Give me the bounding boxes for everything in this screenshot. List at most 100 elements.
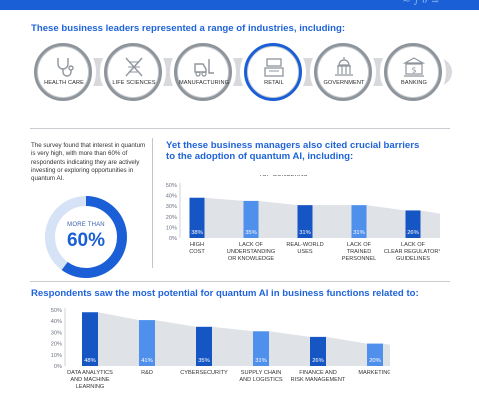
forklift-icon (194, 59, 214, 77)
category-label: LACK OF (347, 242, 372, 248)
bar-shadow (155, 320, 196, 366)
functions-title: Respondents saw the most potential for q… (31, 288, 419, 299)
survey-text: The survey found that interest in quantu… (31, 142, 146, 183)
bar-shadow (312, 205, 352, 238)
bar-shadow (420, 210, 440, 238)
bar (310, 336, 326, 366)
bar-value-label: 41% (141, 358, 153, 364)
capitol-dome-icon (335, 57, 353, 76)
industry-life-sciences: LIFE SCIENCES (100, 39, 166, 105)
industries-row: HEALTH CARE LIFE SCIENCES MANUFACTURING (30, 39, 460, 119)
bar-value-label: 48% (84, 358, 96, 364)
category-label: LACK OF (401, 242, 426, 248)
dna-icon (125, 57, 143, 77)
bar-value-label: 26% (407, 230, 419, 236)
barriers-title-line2: to the adoption of quantum AI, including… (166, 151, 354, 163)
category-label: GUIDELINES (396, 256, 430, 262)
bar-shadow (258, 200, 298, 238)
bar-value-label: 26% (312, 358, 324, 364)
category-label: USES (297, 249, 313, 255)
industry-health-care-disc: HEALTH CARE (37, 46, 89, 98)
bar (82, 312, 98, 366)
top-concerns-chart: TOP CONCERNS 0% 10% 20% 30% 40% 50% 38% HIGHCOST… (166, 175, 440, 262)
bar (139, 320, 155, 366)
y-tick-label: 10% (51, 353, 62, 359)
category-label: LEARNING (76, 384, 105, 390)
bar (253, 331, 269, 366)
bar (405, 210, 421, 238)
industry-retail-disc: RETAIL (247, 46, 299, 98)
category-label: SUPPLY CHAIN (241, 370, 282, 376)
y-tick-label: 30% (166, 204, 177, 210)
industry-retail: RETAIL (240, 39, 306, 105)
category-label: AND LOGISTICS (239, 377, 282, 383)
category-label: COST (189, 249, 205, 255)
category-label: RISK MANAGEMENT (291, 377, 346, 383)
donut-sixty-percent: MORE THAN 60% (41, 192, 131, 282)
vertical-divider (152, 138, 153, 268)
bar (367, 343, 383, 366)
bar-shadow (366, 205, 406, 238)
y-tick-label: 50% (51, 308, 62, 314)
barriers-title: Yet these business managers also cited c… (166, 140, 419, 162)
industry-government: GOVERNMENT (310, 39, 376, 105)
bar-shadow (269, 331, 310, 366)
category-label: AND MACHINE (70, 377, 109, 383)
y-tick-label: 20% (51, 342, 62, 348)
bar-value-label: 20% (369, 358, 381, 364)
chart-title: TOP CONCERNS (259, 175, 308, 178)
bank-dollar-icon: $ (402, 57, 426, 77)
industry-label: LIFE SCIENCES (112, 80, 156, 86)
category-label: OR KNOWLEDGE (228, 256, 275, 262)
industries-title: These business leaders represented a ran… (31, 23, 346, 34)
category-label: UNDERSTANDING (227, 249, 275, 255)
industry-manufacturing: MANUFACTURING (170, 39, 236, 105)
bar (243, 200, 259, 238)
donut-arc (45, 196, 127, 278)
y-tick-label: 40% (166, 194, 177, 200)
y-tick-label: 20% (166, 215, 177, 221)
bar (189, 197, 205, 238)
bar-value-label: 31% (353, 230, 365, 236)
bar (297, 205, 313, 238)
banner-scribble: ≈ ∫ ∂ ≋ (402, 0, 439, 6)
bar-value-label: 31% (299, 230, 311, 236)
section-divider (30, 281, 450, 282)
category-label: R&D (141, 370, 153, 376)
y-tick-label: 0% (169, 236, 177, 242)
y-tick-label: 10% (166, 225, 177, 231)
bar-value-label: 38% (191, 230, 203, 236)
section-divider (30, 128, 450, 129)
industry-government-disc: GOVERNMENT (317, 46, 369, 98)
top-banner: ≈ ∫ ∂ ≋ (0, 0, 479, 10)
industry-banking-disc: $ BANKING (387, 46, 439, 98)
industry-life-sciences-disc: LIFE SCIENCES (107, 46, 159, 98)
category-label: CYBERSECURITY (180, 370, 228, 376)
y-tick-label: 50% (166, 183, 177, 189)
cash-register-icon (264, 58, 284, 77)
bar-shadow (98, 312, 139, 366)
donut-sub: MORE THAN (67, 222, 105, 228)
bar-shadow (383, 343, 390, 366)
bar-value-label: 31% (255, 358, 267, 364)
donut-ring (45, 196, 127, 278)
y-tick-label: 30% (51, 330, 62, 336)
bar-value-label: 35% (198, 358, 210, 364)
category-label: FINANCE AND (299, 370, 337, 376)
category-label: MARKETING (358, 370, 390, 376)
y-tick-label: 40% (51, 319, 62, 325)
industry-banking: $ BANKING (380, 39, 446, 105)
barriers-title-line1: Yet these business managers also cited c… (166, 140, 420, 151)
bar-shadow (212, 326, 253, 366)
category-label: TRAINED (347, 249, 372, 255)
svg-text:$: $ (411, 66, 416, 75)
bar-shadow (326, 336, 367, 366)
industry-label: GOVERNMENT (323, 80, 365, 86)
category-label: LACK OF (239, 242, 264, 248)
industry-manufacturing-disc: MANUFACTURING (177, 46, 229, 98)
bar (196, 326, 212, 366)
industry-label: HEALTH CARE (44, 80, 84, 86)
stethoscope-icon (57, 58, 74, 77)
donut-value: 60% (66, 230, 106, 251)
